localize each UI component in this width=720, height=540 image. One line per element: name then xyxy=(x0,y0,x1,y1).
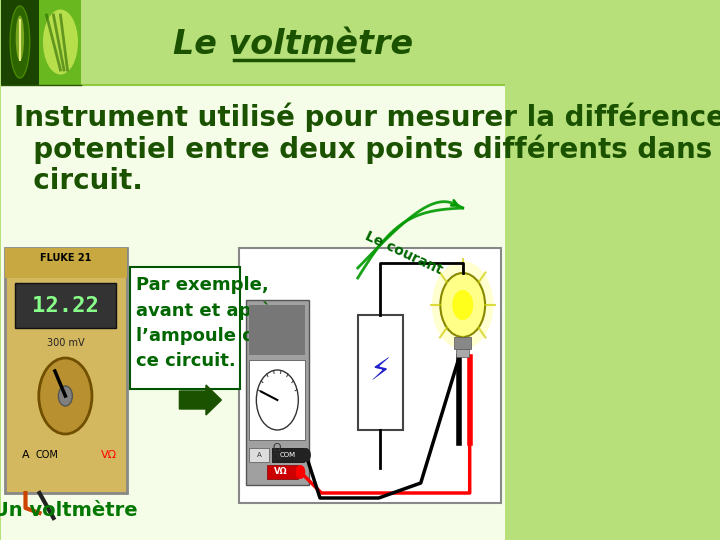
Text: VΩ: VΩ xyxy=(102,450,117,460)
Text: FLUKE 21: FLUKE 21 xyxy=(40,253,91,263)
Bar xyxy=(454,337,471,349)
Text: A: A xyxy=(22,450,30,460)
Bar xyxy=(1,0,505,85)
Text: circuit.: circuit. xyxy=(14,167,143,195)
Text: Un voltmètre: Un voltmètre xyxy=(0,501,138,520)
FancyBboxPatch shape xyxy=(130,267,240,389)
Text: Par exemple,
avant et après
l’ampoule dans
ce circuit.: Par exemple, avant et après l’ampoule da… xyxy=(136,276,290,370)
Bar xyxy=(40,0,81,85)
Bar xyxy=(456,349,469,357)
Ellipse shape xyxy=(16,16,24,60)
Bar xyxy=(239,248,501,503)
FancyArrow shape xyxy=(179,385,221,415)
Bar xyxy=(267,465,298,479)
Bar xyxy=(246,300,309,485)
Bar xyxy=(4,248,127,278)
Text: Ω: Ω xyxy=(273,443,282,453)
Circle shape xyxy=(256,370,298,430)
Text: A: A xyxy=(257,452,261,458)
Bar xyxy=(358,315,403,430)
Bar xyxy=(272,448,304,462)
Text: COM: COM xyxy=(280,452,296,458)
Circle shape xyxy=(452,290,473,320)
Bar xyxy=(4,248,127,493)
Text: OT: OT xyxy=(271,454,283,462)
Bar xyxy=(249,360,305,440)
Text: ⚡: ⚡ xyxy=(369,357,391,387)
Circle shape xyxy=(441,273,485,337)
Text: Instrument utilisé pour mesurer la différence de: Instrument utilisé pour mesurer la diffé… xyxy=(14,103,720,132)
Text: potentiel entre deux points différents dans un: potentiel entre deux points différents d… xyxy=(14,135,720,165)
Text: 12.22: 12.22 xyxy=(32,296,99,316)
Text: COM: COM xyxy=(35,450,58,460)
Bar xyxy=(1,85,505,540)
Text: 300 mV: 300 mV xyxy=(47,338,84,348)
Bar xyxy=(1,0,40,85)
Bar xyxy=(15,283,117,328)
Circle shape xyxy=(39,358,92,434)
Bar xyxy=(249,305,305,355)
Circle shape xyxy=(295,465,305,479)
Ellipse shape xyxy=(43,10,78,75)
Text: Le courant: Le courant xyxy=(362,229,444,277)
Circle shape xyxy=(301,448,311,462)
Circle shape xyxy=(58,386,73,406)
Bar xyxy=(249,448,269,462)
Ellipse shape xyxy=(10,6,30,78)
Text: Le voltmètre: Le voltmètre xyxy=(173,28,413,60)
Text: VΩ: VΩ xyxy=(274,468,287,476)
Circle shape xyxy=(432,261,493,349)
